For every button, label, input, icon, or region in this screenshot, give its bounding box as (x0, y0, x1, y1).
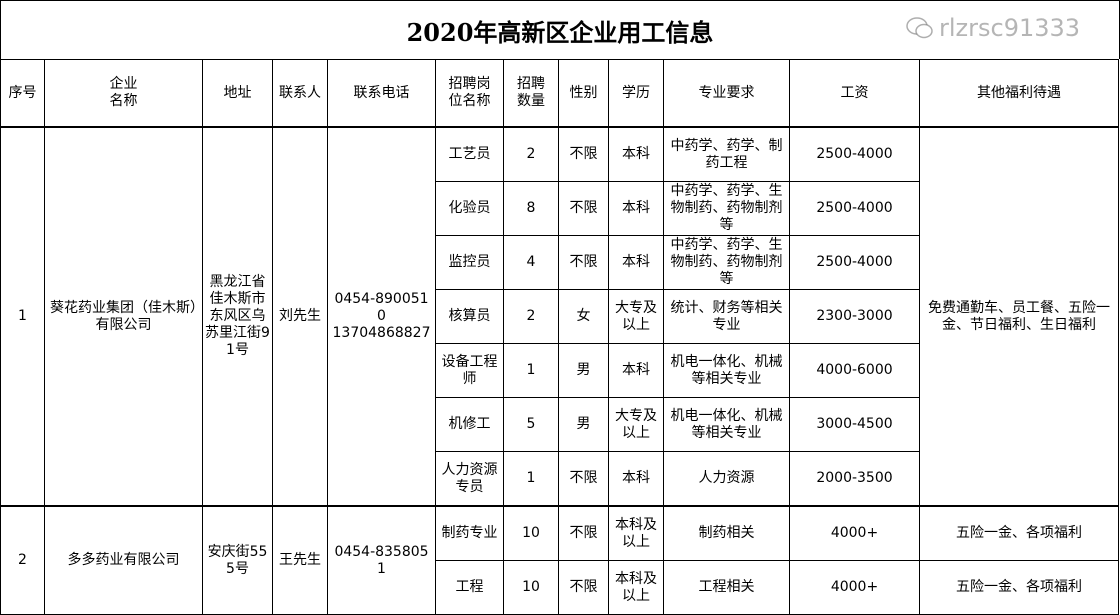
hiring-count: 5 (503, 397, 559, 452)
position-title: 工程 (435, 560, 504, 615)
gender: 不限 (558, 181, 609, 236)
education: 本科 (608, 181, 664, 236)
education: 本科 (608, 126, 664, 182)
company-name: 葵花药业集团（佳木斯）有限公司 (44, 126, 203, 507)
position-title: 化验员 (435, 181, 504, 236)
benefits: 五险一金、各项福利 (919, 505, 1119, 561)
education: 本科及以上 (608, 560, 664, 615)
column-header: 其他福利待遇 (919, 59, 1119, 128)
major-requirement: 统计、财务等相关专业 (663, 289, 790, 344)
major-requirement: 人力资源 (663, 451, 790, 507)
position-title: 制药专业 (435, 505, 504, 561)
hiring-count: 8 (503, 181, 559, 236)
address: 安庆街555号 (202, 505, 273, 615)
column-header: 联系电话 (327, 59, 436, 128)
serial-number: 2 (0, 505, 45, 615)
gender: 不限 (558, 451, 609, 507)
position-title: 机修工 (435, 397, 504, 452)
contact-person: 王先生 (272, 505, 328, 615)
contact-phone: 0454-8358051 (327, 505, 436, 615)
table-row: 核算员 2 女大专及以上 统计、财务等相关专业 2300-3000 (1, 289, 1119, 344)
company-name: 多多药业有限公司 (44, 505, 203, 615)
table-row: 化验员 8 不限 本科 中药学、药学、生物制药、药物制剂等 2500-4000 (1, 181, 1119, 236)
hiring-count: 4 (503, 235, 559, 290)
major-requirement: 制药相关 (663, 505, 790, 561)
education: 大专及以上 (608, 397, 664, 452)
major-requirement: 机电一体化、机械等相关专业 (663, 397, 790, 452)
table-row: 设备工程师 1 男本科 机电一体化、机械等相关专业 4000-6000 (1, 343, 1119, 398)
hiring-count: 2 (503, 126, 559, 182)
benefits: 五险一金、各项福利 (919, 560, 1119, 615)
address: 黑龙江省佳木斯市东风区乌苏里江街91号 (202, 126, 273, 507)
hiring-count: 1 (503, 343, 559, 398)
position-title: 核算员 (435, 289, 504, 344)
table-row: 2 多多药业有限公司 安庆街555号 王先生 0454-8358051 制药专业 10 不限本… (0, 505, 1119, 615)
contact-phone: 0454-8900510 13704868827 (327, 126, 436, 507)
gender: 不限 (558, 505, 609, 561)
recruitment-table: 序号 企业 名称 地址 联系人 联系电话 招聘岗 位名称 招聘 数量 性别 学历 专业要求 工资 其他… (0, 59, 1119, 615)
gender: 男 (558, 397, 609, 452)
major-requirement: 中药学、药学、生物制药、药物制剂等 (663, 181, 790, 236)
table-row: 人力资源专员 1 不限 本科 人力资源 2000-3500 (1, 451, 1119, 507)
hiring-count: 2 (503, 289, 559, 344)
column-header: 地址 (202, 59, 273, 128)
gender: 男 (558, 343, 609, 398)
position-title: 监控员 (435, 235, 504, 290)
column-header: 专业要求 (663, 59, 790, 128)
salary: 2000-3500 (789, 451, 920, 507)
major-requirement: 机电一体化、机械等相关专业 (663, 343, 790, 398)
header-row: 序号 企业 名称 地址 联系人 联系电话 招聘岗 位名称 招聘 数量 性别 学历 专业要求 工资 其他… (0, 59, 1119, 128)
major-requirement: 工程相关 (663, 560, 790, 615)
contact-person: 刘先生 (272, 126, 328, 507)
benefits: 免费通勤车、员工餐、五险一金、节日福利、生日福利 (919, 126, 1119, 507)
education: 本科 (608, 235, 664, 290)
serial-number: 1 (0, 126, 45, 507)
position-title: 设备工程师 (435, 343, 504, 398)
column-header: 学历 (608, 59, 664, 128)
major-requirement: 中药学、药学、生物制药、药物制剂等 (663, 235, 790, 290)
salary: 4000-6000 (789, 343, 920, 398)
education: 本科 (608, 451, 664, 507)
hiring-count: 10 (503, 560, 559, 615)
salary: 3000-4500 (789, 397, 920, 452)
column-header: 招聘 数量 (503, 59, 559, 128)
salary: 2500-4000 (789, 235, 920, 290)
table-row: 1 葵花药业集团（佳木斯）有限公司 黑龙江省佳木斯市东风区乌苏里江街91号 刘先生 04… (0, 126, 1119, 507)
column-header: 联系人 (272, 59, 328, 128)
gender: 不限 (558, 126, 609, 182)
position-title: 工艺员 (435, 126, 504, 182)
gender: 女 (558, 289, 609, 344)
column-header: 序号 (0, 59, 45, 128)
position-title: 人力资源专员 (435, 451, 504, 507)
table-row: 工程 10 不限 本科及以上 工程相关 4000+ 五险一金、各项福利 (1, 560, 1119, 615)
page-title: 2020年高新区企业用工信息 (0, 0, 1120, 59)
hiring-count: 1 (503, 451, 559, 507)
salary: 2300-3000 (789, 289, 920, 344)
column-header: 招聘岗 位名称 (435, 59, 504, 128)
education: 本科 (608, 343, 664, 398)
salary: 2500-4000 (789, 181, 920, 236)
gender: 不限 (558, 560, 609, 615)
salary: 4000+ (789, 505, 920, 561)
education: 本科及以上 (608, 505, 664, 561)
education: 大专及以上 (608, 289, 664, 344)
table-row: 机修工 5 男大专及以上 机电一体化、机械等相关专业 3000-4500 (1, 397, 1119, 452)
column-header: 工资 (789, 59, 920, 128)
hiring-count: 10 (503, 505, 559, 561)
gender: 不限 (558, 235, 609, 290)
salary: 2500-4000 (789, 126, 920, 182)
major-requirement: 中药学、药学、制药工程 (663, 126, 790, 182)
column-header: 性别 (558, 59, 609, 128)
salary: 4000+ (789, 560, 920, 615)
column-header: 企业 名称 (44, 59, 203, 128)
